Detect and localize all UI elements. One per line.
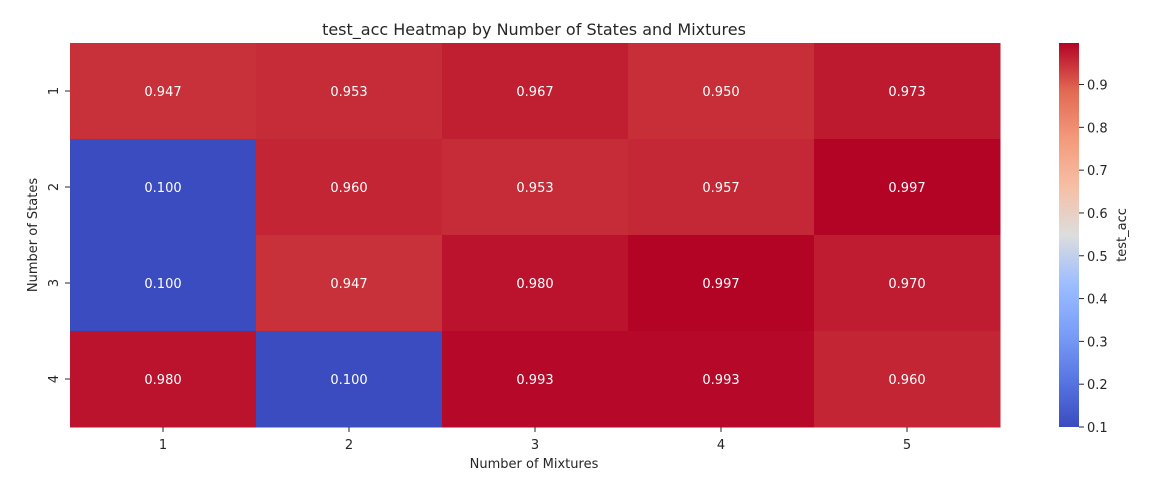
y-tick-label: 1 — [47, 87, 62, 95]
colorbar-label: test_acc — [1115, 208, 1130, 262]
cell-value-label: 0.960 — [888, 373, 925, 388]
cell-value-label: 0.980 — [144, 373, 181, 388]
x-tick-label: 2 — [345, 438, 353, 453]
colorbar-tick-label: 0.3 — [1087, 335, 1108, 350]
cell-value-label: 0.993 — [702, 373, 739, 388]
y-tick-label: 2 — [47, 183, 62, 191]
cell-value-label: 0.100 — [144, 277, 181, 292]
y-tick-label: 4 — [47, 375, 62, 383]
cell-value-label: 0.953 — [330, 85, 367, 100]
heatmap-cell — [442, 235, 629, 332]
cell-value-label: 0.100 — [144, 181, 181, 196]
x-axis-ticks: 1 2 3 4 5 — [159, 427, 911, 453]
x-tick-label: 3 — [531, 438, 539, 453]
colorbar-tick-label: 0.1 — [1087, 421, 1108, 436]
x-tick-label: 1 — [159, 438, 167, 453]
cell-value-label: 0.967 — [516, 85, 553, 100]
heatmap-cell — [628, 331, 815, 428]
cell-value-label: 0.970 — [888, 277, 925, 292]
colorbar-tick-label: 0.9 — [1087, 79, 1108, 94]
colorbar-tick-label: 0.6 — [1087, 207, 1108, 222]
cell-value-label: 0.957 — [702, 181, 739, 196]
heatmap-cell — [814, 331, 1001, 428]
cell-value-label: 0.993 — [516, 373, 553, 388]
heatmap-cell — [814, 43, 1001, 140]
x-axis-label: Number of Mixtures — [470, 457, 599, 472]
heatmap-cell — [70, 139, 257, 236]
heatmap-cell — [442, 331, 629, 428]
heatmap-cell — [70, 331, 257, 428]
cell-value-label: 0.100 — [330, 373, 367, 388]
heatmap-cell — [628, 235, 815, 332]
x-tick-label: 5 — [903, 438, 911, 453]
heatmap-cell — [628, 43, 815, 140]
heatmap-cell — [256, 331, 443, 428]
x-tick-label: 4 — [717, 438, 725, 453]
colorbar-tick-label: 0.4 — [1087, 293, 1108, 308]
cell-value-label: 0.997 — [888, 181, 925, 196]
cell-value-label: 0.947 — [144, 85, 181, 100]
heatmap-cell — [70, 235, 257, 332]
cell-value-label: 0.960 — [330, 181, 367, 196]
colorbar-tick-label: 0.8 — [1087, 121, 1108, 136]
heatmap-cell — [814, 235, 1001, 332]
heatmap-cell — [70, 43, 257, 140]
heatmap-cell — [256, 235, 443, 332]
colorbar-tick-label: 0.5 — [1087, 250, 1108, 265]
colorbar-ticks: 0.1 0.2 0.3 0.4 0.5 0.6 0.7 0.8 0.9 — [1079, 79, 1108, 436]
y-axis-ticks: 1 2 3 4 — [47, 87, 70, 383]
colorbar-tick-label: 0.7 — [1087, 164, 1108, 179]
heatmap-cell — [442, 139, 629, 236]
cell-value-label: 0.947 — [330, 277, 367, 292]
cell-value-label: 0.980 — [516, 277, 553, 292]
y-tick-label: 3 — [47, 279, 62, 287]
heatmap-cell — [628, 139, 815, 236]
cell-value-label: 0.953 — [516, 181, 553, 196]
chart-title: test_acc Heatmap by Number of States and… — [322, 20, 746, 40]
heatmap-cell — [256, 139, 443, 236]
cell-value-label: 0.950 — [702, 85, 739, 100]
colorbar-tick-label: 0.2 — [1087, 378, 1108, 393]
heatmap-cell — [814, 139, 1001, 236]
cell-value-label: 0.997 — [702, 277, 739, 292]
cell-value-label: 0.973 — [888, 85, 925, 100]
heatmap-cells: 0.947 0.953 0.967 0.950 0.973 0.100 0.960 0.953… — [70, 43, 1001, 428]
y-axis-label: Number of States — [26, 178, 41, 292]
heatmap-cell — [256, 43, 443, 140]
colorbar — [1059, 43, 1079, 427]
heatmap-cell — [442, 43, 629, 140]
